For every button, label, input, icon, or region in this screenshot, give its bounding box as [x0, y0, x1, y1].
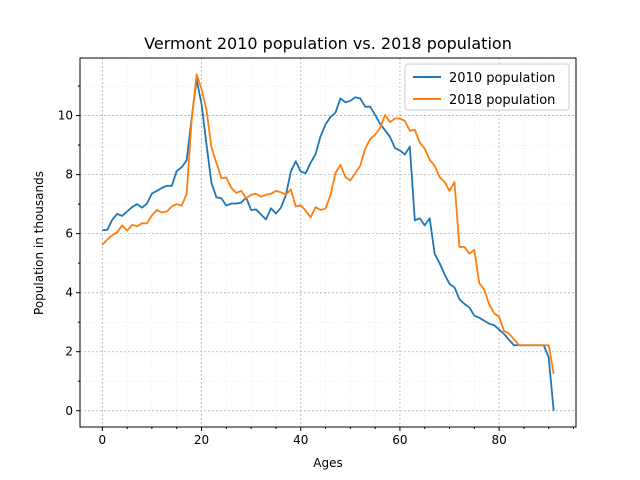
- legend: 2010 population 2018 population: [404, 63, 570, 111]
- legend-entry: 2018 population: [449, 93, 555, 108]
- x-tick-label: 0: [98, 433, 106, 447]
- y-tick-label: 8: [65, 168, 73, 182]
- y-tick-label: 0: [65, 404, 73, 418]
- y-tick-label: 10: [58, 109, 73, 123]
- legend-box: [404, 63, 570, 111]
- plot-frame: [79, 57, 577, 428]
- y-axis-label: Population in thousands: [32, 171, 46, 315]
- grid: [80, 58, 576, 427]
- series-layer: [101, 73, 555, 411]
- chart-title: Vermont 2010 population vs. 2018 populat…: [144, 34, 512, 53]
- y-tick-label: 2: [65, 345, 73, 359]
- y-tick-label: 6: [65, 227, 73, 241]
- series-line-2010: [102, 78, 555, 411]
- series-line-2018: [101, 73, 555, 375]
- y-tick-label: 4: [65, 286, 73, 300]
- x-tick-label: 80: [491, 433, 506, 447]
- x-tick-label: 20: [194, 433, 209, 447]
- legend-entry: 2010 population: [449, 71, 555, 86]
- x-tick-label: 60: [392, 433, 407, 447]
- axes: 0 20 40 60 80 0 2 4 6 8 10: [58, 57, 577, 447]
- x-tick-label: 40: [293, 433, 308, 447]
- x-axis-label: Ages: [313, 456, 342, 470]
